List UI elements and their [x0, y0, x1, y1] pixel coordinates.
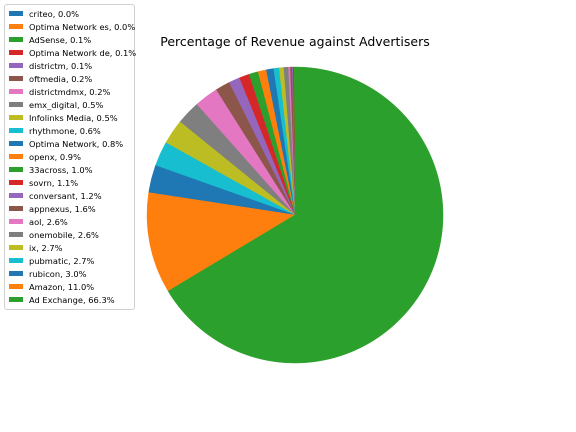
- legend-item: appnexus, 1.6%: [5, 202, 134, 215]
- pie-slice-22: [167, 66, 444, 364]
- legend-swatch: [9, 63, 23, 68]
- legend-label: Ad Exchange, 66.3%: [29, 294, 115, 305]
- legend-label: Optima Network de, 0.1%: [29, 47, 137, 58]
- legend-swatch: [9, 115, 23, 120]
- legend-swatch: [9, 271, 23, 276]
- legend-label: openx, 0.9%: [29, 151, 81, 162]
- legend: criteo, 0.0% Optima Network es, 0.0% AdSen…: [4, 4, 137, 310]
- legend-label: sovrn, 1.1%: [29, 177, 79, 188]
- legend-label: 33across, 1.0%: [29, 164, 93, 175]
- legend-item: aol, 2.6%: [5, 215, 134, 228]
- legend-swatch: [9, 154, 23, 159]
- legend-item: Ad Exchange, 66.3%: [5, 293, 134, 306]
- legend-label: oftmedia, 0.2%: [29, 73, 93, 84]
- legend-swatch: [9, 50, 23, 55]
- legend-label: Amazon, 11.0%: [29, 281, 95, 292]
- legend-item: Optima Network es, 0.0%: [5, 20, 136, 33]
- legend-label: onemobile, 2.6%: [29, 229, 99, 240]
- legend-item: Amazon, 11.0%: [5, 280, 134, 293]
- legend-swatch: [9, 102, 23, 107]
- legend-swatch: [9, 284, 23, 289]
- legend-item: Optima Network, 0.8%: [5, 137, 134, 150]
- legend-swatch: [9, 193, 23, 198]
- legend-label: criteo, 0.0%: [29, 8, 80, 19]
- legend-item: districtm, 0.1%: [5, 59, 134, 72]
- legend-swatch: [9, 232, 23, 237]
- legend-item: AdSense, 0.1%: [5, 33, 134, 46]
- legend-item: openx, 0.9%: [5, 150, 134, 163]
- legend-item: rhythmone, 0.6%: [5, 124, 134, 137]
- legend-item: 33across, 1.0%: [5, 163, 134, 176]
- legend-label: Infolinks Media, 0.5%: [29, 112, 118, 123]
- legend-item: Infolinks Media, 0.5%: [5, 111, 134, 124]
- legend-label: rhythmone, 0.6%: [29, 125, 101, 136]
- legend-swatch: [9, 89, 23, 94]
- legend-label: AdSense, 0.1%: [29, 34, 92, 45]
- legend-label: Optima Network, 0.8%: [29, 138, 124, 149]
- legend-item: districtmdmx, 0.2%: [5, 85, 134, 98]
- legend-swatch: [9, 258, 23, 263]
- legend-item: onemobile, 2.6%: [5, 228, 134, 241]
- legend-label: districtmdmx, 0.2%: [29, 86, 111, 97]
- legend-item: ix, 2.7%: [5, 241, 134, 254]
- legend-swatch: [9, 219, 23, 224]
- legend-item: criteo, 0.0%: [5, 7, 134, 20]
- pie-slice-21: [146, 192, 296, 292]
- legend-swatch: [9, 245, 23, 250]
- legend-item: oftmedia, 0.2%: [5, 72, 134, 85]
- legend-swatch: [9, 141, 23, 146]
- legend-swatch: [9, 167, 23, 172]
- legend-swatch: [9, 297, 23, 302]
- legend-swatch: [9, 206, 23, 211]
- legend-item: rubicon, 3.0%: [5, 267, 134, 280]
- legend-label: Optima Network es, 0.0%: [29, 21, 136, 32]
- legend-item: emx_digital, 0.5%: [5, 98, 134, 111]
- legend-label: rubicon, 3.0%: [29, 268, 87, 279]
- legend-item: pubmatic, 2.7%: [5, 254, 134, 267]
- legend-label: aol, 2.6%: [29, 216, 68, 227]
- legend-swatch: [9, 24, 23, 29]
- legend-item: sovrn, 1.1%: [5, 176, 134, 189]
- legend-item: Optima Network de, 0.1%: [5, 46, 137, 59]
- legend-swatch: [9, 180, 23, 185]
- legend-swatch: [9, 37, 23, 42]
- legend-label: emx_digital, 0.5%: [29, 99, 104, 110]
- legend-swatch: [9, 128, 23, 133]
- legend-label: pubmatic, 2.7%: [29, 255, 95, 266]
- legend-label: ix, 2.7%: [29, 242, 63, 253]
- legend-swatch: [9, 11, 23, 16]
- chart-title: Percentage of Revenue against Advertiser…: [160, 34, 430, 49]
- legend-label: conversant, 1.2%: [29, 190, 102, 201]
- legend-item: conversant, 1.2%: [5, 189, 134, 202]
- legend-label: districtm, 0.1%: [29, 60, 93, 71]
- legend-swatch: [9, 76, 23, 81]
- legend-label: appnexus, 1.6%: [29, 203, 96, 214]
